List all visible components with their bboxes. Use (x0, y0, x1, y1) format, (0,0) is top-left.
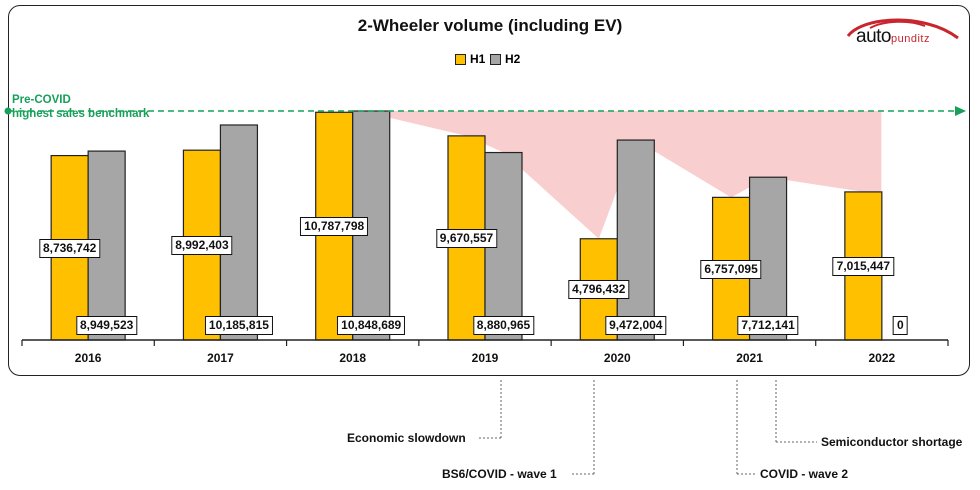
legend-swatch-h2 (490, 53, 501, 65)
benchmark-label: Pre-COVID highest sales benchmark (12, 93, 149, 121)
data-label-h2-2022: 0 (893, 316, 908, 335)
data-label-h1-2018: 10,787,798 (300, 217, 369, 237)
bar-h2-2017 (219, 124, 259, 341)
data-label-h2-2017: 10,185,815 (204, 316, 273, 335)
annotation-label-3: Semiconductor shortage (821, 435, 963, 449)
x-tick-label-2020: 2020 (603, 351, 631, 365)
legend-item-h2: H2 (490, 52, 520, 66)
data-label-h1-2019: 9,670,557 (435, 228, 498, 248)
legend-item-h1: H1 (455, 52, 485, 66)
annotation-label-0: Economic slowdown (347, 431, 466, 445)
bar-h2-2021 (748, 176, 788, 341)
logo-main: auto (856, 26, 891, 47)
data-label-h2-2018: 10,848,689 (337, 316, 406, 335)
data-label-h2-2020: 9,472,004 (605, 316, 667, 335)
x-tick-label-2016: 2016 (74, 351, 102, 365)
annotation-label-1: BS6/COVID - wave 1 (442, 467, 557, 481)
bar-h2-2020 (616, 139, 655, 341)
legend-swatch-h1 (455, 53, 466, 65)
data-label-h1-2021: 6,757,095 (700, 259, 762, 279)
benchmark-start-dot (4, 107, 12, 115)
benchmark-arrowhead (955, 106, 966, 116)
data-label-h2-2019: 8,880,965 (472, 316, 535, 335)
data-label-h1-2020: 4,796,432 (568, 280, 630, 300)
chart-title: 2-Wheeler volume (including EV) (357, 16, 623, 35)
data-label-h2-2016: 8,949,523 (75, 316, 138, 335)
x-tick-label-2021: 2021 (736, 351, 763, 365)
annotation-label-2: COVID - wave 2 (760, 467, 849, 481)
data-label-h1-2017: 8,992,403 (171, 236, 233, 256)
benchmark-label-line2: highest sales benchmark (12, 108, 150, 120)
data-label-h1-2022: 7,015,447 (832, 256, 895, 276)
benchmark-label-line1: Pre-COVID (12, 94, 71, 106)
logo-text: autopunditz (856, 26, 930, 48)
data-label-h1-2016: 8,736,742 (38, 238, 101, 258)
x-tick-label-2022: 2022 (868, 351, 896, 365)
legend-label-h2: H2 (505, 52, 521, 66)
x-tick-label-2018: 2018 (339, 351, 367, 365)
autopunditz-logo-icon (846, 18, 959, 40)
logo-sub: punditz (890, 33, 930, 45)
x-tick-label-2019: 2019 (471, 351, 499, 365)
data-label-h2-2021: 7,712,141 (737, 316, 799, 335)
legend-label-h1: H1 (470, 52, 486, 66)
x-tick-label-2017: 2017 (207, 351, 234, 365)
